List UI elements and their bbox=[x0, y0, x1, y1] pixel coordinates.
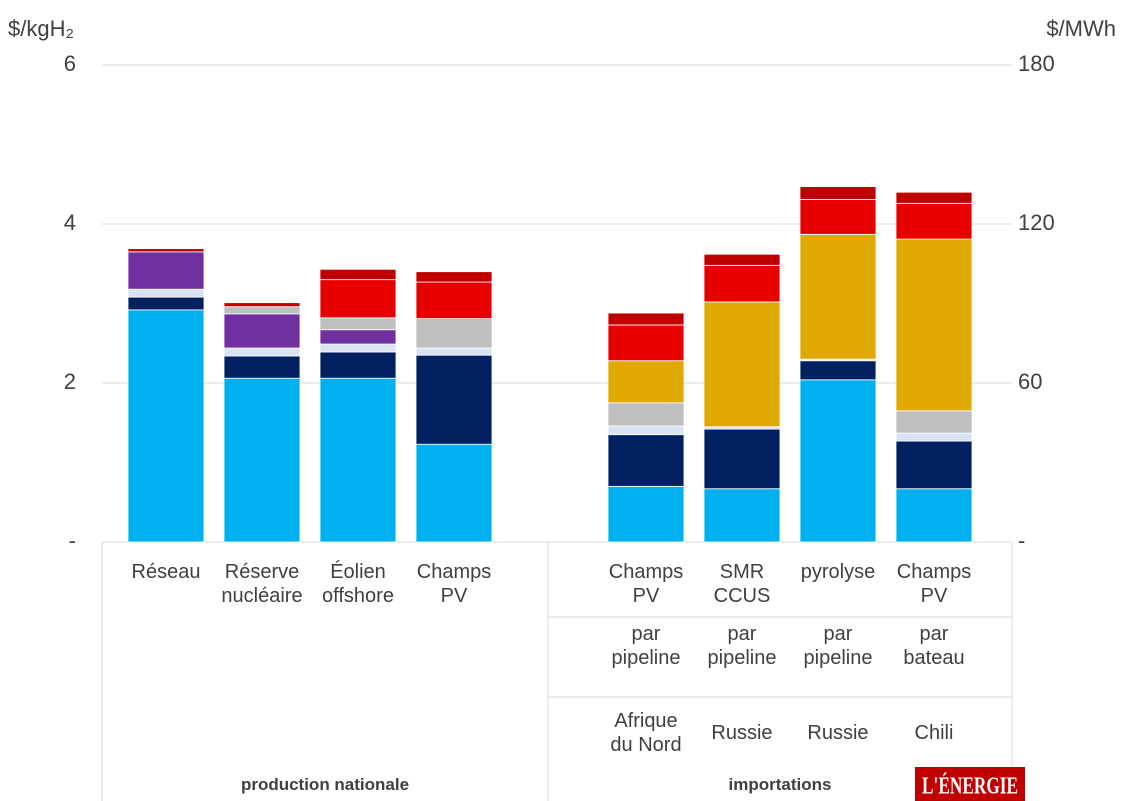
bar-segment bbox=[127, 288, 205, 298]
bar-segment bbox=[895, 410, 973, 434]
bar-segment bbox=[319, 343, 397, 353]
y2-axis-label: $/MWh bbox=[1046, 16, 1116, 41]
group-label: importations bbox=[728, 775, 832, 794]
bar-segment bbox=[799, 233, 877, 360]
bar-segment bbox=[799, 186, 877, 200]
logo-box bbox=[915, 767, 1025, 801]
bar-segment bbox=[895, 488, 973, 543]
x-tick-label: Champs PV bbox=[896, 561, 972, 607]
bar-segment bbox=[319, 268, 397, 281]
bar-segment bbox=[415, 318, 493, 349]
bar-segment bbox=[127, 248, 205, 253]
bar-segment bbox=[319, 329, 397, 345]
bar-segment bbox=[607, 312, 685, 326]
bar-segment bbox=[607, 402, 685, 427]
bar-segment bbox=[799, 379, 877, 543]
bar-segment bbox=[607, 324, 685, 362]
bar-segment bbox=[127, 309, 205, 543]
bar-segment bbox=[223, 313, 301, 349]
origin-label: Russie bbox=[807, 722, 869, 744]
y-axis-label: $/kgH₂ bbox=[8, 16, 74, 41]
y2-tick-label: 60 bbox=[1018, 369, 1042, 394]
bar-segment bbox=[415, 271, 493, 283]
bar-segment bbox=[895, 202, 973, 240]
bar-segment bbox=[223, 306, 301, 315]
bar-segment bbox=[127, 251, 205, 290]
bar-segment bbox=[703, 301, 781, 428]
bar-segment bbox=[415, 354, 493, 445]
x-tick-label: Éolien offshore bbox=[322, 561, 394, 607]
y-tick-label: - bbox=[69, 528, 76, 553]
bar-segment bbox=[895, 238, 973, 412]
bar-segment bbox=[607, 425, 685, 436]
bar-segment bbox=[223, 347, 301, 357]
bar-segment bbox=[607, 434, 685, 487]
bar-segment bbox=[223, 355, 301, 379]
bar-segment bbox=[895, 191, 973, 204]
origin-label: Afrique du Nord bbox=[610, 710, 682, 756]
bar-segment bbox=[895, 440, 973, 490]
y2-tick-label: 120 bbox=[1018, 210, 1055, 235]
bar-segment bbox=[703, 488, 781, 543]
bar-segment bbox=[319, 351, 397, 379]
x-tick-label: Champs PV bbox=[608, 561, 684, 607]
bar-segment bbox=[895, 432, 973, 442]
x-tick-label: Réserve nucléaire bbox=[221, 561, 303, 607]
bar-segment bbox=[703, 428, 781, 490]
y2-tick-label: 180 bbox=[1018, 51, 1055, 76]
route-label: par pipeline bbox=[803, 623, 873, 669]
y2-tick-label: - bbox=[1018, 528, 1025, 553]
x-tick-label: Réseau bbox=[131, 561, 201, 583]
origin-label: Chili bbox=[914, 722, 954, 744]
bar-segment bbox=[415, 281, 493, 320]
y-tick-label: 6 bbox=[64, 51, 76, 76]
bar-segment bbox=[319, 279, 397, 319]
bar-segment bbox=[415, 347, 493, 356]
bar-segment bbox=[319, 317, 397, 331]
group-label: production nationale bbox=[240, 775, 410, 794]
origin-label: Russie bbox=[711, 722, 773, 744]
bar-segment bbox=[319, 377, 397, 543]
bar-segment bbox=[127, 296, 205, 311]
route-label: par pipeline bbox=[707, 623, 777, 669]
x-tick-label: SMR CCUS bbox=[713, 561, 771, 607]
y-tick-label: 2 bbox=[64, 369, 76, 394]
bar-segment bbox=[223, 377, 301, 543]
bar-segment bbox=[223, 302, 301, 308]
bar-segment bbox=[799, 360, 877, 381]
x-tick-label: Champs PV bbox=[416, 561, 492, 607]
bar-segment bbox=[607, 360, 685, 404]
bar-segment bbox=[607, 485, 685, 543]
bar-segment bbox=[703, 264, 781, 303]
route-label: par pipeline bbox=[611, 623, 681, 669]
logo: L'ÉNERGIE bbox=[922, 774, 1018, 800]
x-tick-label: pyrolyse bbox=[800, 561, 876, 583]
y-tick-label: 4 bbox=[64, 210, 76, 235]
bar-segment bbox=[799, 198, 877, 235]
bar-segment bbox=[415, 443, 493, 543]
bar-segment bbox=[703, 253, 781, 266]
route-label: par bateau bbox=[903, 623, 965, 669]
